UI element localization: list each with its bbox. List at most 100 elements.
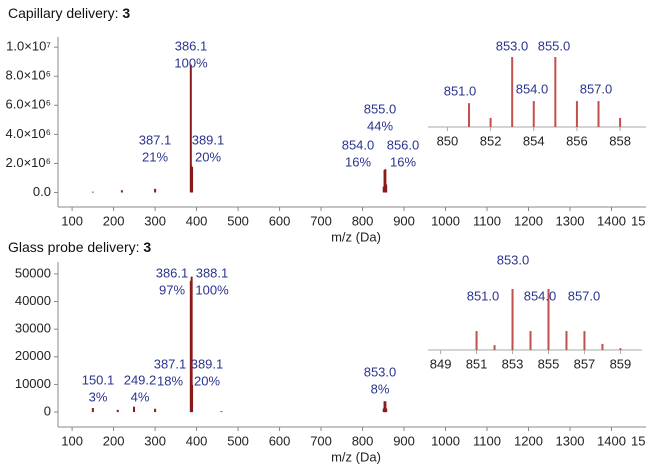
peak	[575, 101, 578, 127]
peak-label: 855.0	[364, 101, 397, 116]
peak	[475, 331, 478, 350]
x-tick-label: 600	[269, 213, 291, 228]
inset-x-tick-label: 855	[538, 356, 560, 371]
peak	[385, 185, 388, 193]
inset-x-tick-label: 853	[502, 356, 524, 371]
peak-label: 387.1	[139, 132, 172, 147]
peak-label: 854.0	[342, 137, 375, 152]
x-tick-label: 900	[393, 213, 415, 228]
peak	[220, 411, 223, 413]
x-tick-label: 900	[393, 433, 415, 448]
peak-percent: 21%	[142, 149, 168, 164]
peak	[384, 401, 387, 413]
x-tick-label: 700	[310, 213, 332, 228]
peak	[191, 166, 194, 193]
y-tick-label: 1.0×10⁷	[6, 39, 51, 54]
peak	[154, 188, 157, 193]
x-tick-label: 400	[186, 433, 208, 448]
title-text: Glass probe delivery:	[8, 239, 140, 255]
x-tick-label: 500	[227, 213, 249, 228]
peak	[489, 117, 492, 127]
peak-percent: 20%	[195, 149, 221, 164]
x-tick-label: 1400	[597, 213, 626, 228]
x-tick-label: 200	[103, 433, 125, 448]
peak	[532, 101, 535, 127]
peak-label: 389.1	[192, 132, 225, 147]
x-tick-label: 1100	[473, 213, 501, 228]
peak-label: 386.1	[156, 265, 189, 280]
peak	[583, 331, 586, 350]
y-tick-label: 4.0×10⁶	[6, 126, 51, 141]
y-tick-label: 6.0×10⁶	[6, 97, 51, 112]
peak-label: 249.2	[124, 372, 157, 387]
x-tick-label: 100	[61, 213, 83, 228]
inset-peak-label: 857.0	[580, 81, 613, 96]
peak-percent: 16%	[345, 154, 371, 169]
inset-peak-label: 857.0	[568, 288, 601, 303]
peak	[384, 169, 387, 193]
peak	[619, 348, 622, 350]
peak	[189, 64, 192, 193]
panel-title: Capillary delivery: 3	[8, 5, 130, 21]
x-tick-label: 1300	[556, 213, 585, 228]
panel-title: Glass probe delivery: 3	[8, 239, 151, 255]
inset-x-tick-label: 857	[574, 356, 596, 371]
x-tick-label: 1000	[431, 213, 460, 228]
peak-label: 386.1	[175, 38, 208, 53]
y-tick-label: 0.0	[33, 184, 51, 199]
x-tick-label: 600	[269, 433, 291, 448]
peak	[597, 101, 600, 127]
peak	[547, 289, 550, 350]
inset-peak-label: 851.0	[467, 288, 500, 303]
peak	[511, 57, 514, 127]
peak-percent: 20%	[194, 373, 220, 388]
x-axis-label: m/z (Da)	[331, 449, 381, 464]
peak	[468, 103, 471, 127]
x-tick-label: 200	[103, 213, 125, 228]
y-tick-label: 50000	[15, 265, 51, 280]
y-tick-label: 2.0×10⁶	[6, 155, 51, 170]
peak	[565, 331, 568, 350]
x-tick-label: 1300	[556, 433, 585, 448]
inset-peak-label: 853.0	[496, 38, 529, 53]
title-text: Capillary delivery:	[8, 5, 118, 21]
y-tick-label: 20000	[15, 348, 51, 363]
peak	[385, 408, 388, 413]
peak	[529, 331, 532, 350]
inset-background	[428, 259, 642, 365]
peak-percent: 44%	[367, 118, 393, 133]
peak	[190, 276, 193, 413]
x-tick-label: 1200	[514, 213, 543, 228]
inset-x-tick-label: 856	[566, 133, 588, 148]
title-number: 3	[143, 239, 151, 255]
peak-percent: 100%	[174, 55, 208, 70]
peak-label: 389.1	[191, 356, 224, 371]
y-tick-label: 8.0×10⁶	[6, 68, 51, 83]
peak	[91, 408, 94, 413]
x-tick-label: 1100	[473, 433, 501, 448]
peak	[554, 57, 557, 127]
x-tick-label: 1400	[597, 433, 626, 448]
peak-label: 853.0	[364, 364, 397, 379]
inset-x-tick-label: 849	[430, 356, 452, 371]
y-tick-label: 40000	[15, 293, 51, 308]
inset-x-tick-label: 858	[609, 133, 631, 148]
peak-percent: 18%	[157, 373, 183, 388]
peak-percent: 4%	[131, 389, 150, 404]
inset-x-tick-label: 854	[523, 133, 545, 148]
inset-peak-label: 854.0	[524, 288, 557, 303]
peak	[493, 345, 496, 350]
peak-label: 150.1	[82, 372, 115, 387]
peak	[601, 343, 604, 350]
peak	[191, 384, 194, 413]
peak-percent: 16%	[390, 154, 416, 169]
peak-percent: 100%	[195, 282, 229, 297]
peak-label: 388.1	[196, 265, 229, 280]
y-tick-label: 10000	[15, 376, 51, 391]
inset-peak-label: 854.0	[516, 81, 549, 96]
inset-x-tick-label: 859	[610, 356, 632, 371]
x-tick-label: 300	[144, 433, 166, 448]
peak-percent: 3%	[89, 389, 108, 404]
x-tick-label: 800	[352, 213, 374, 228]
